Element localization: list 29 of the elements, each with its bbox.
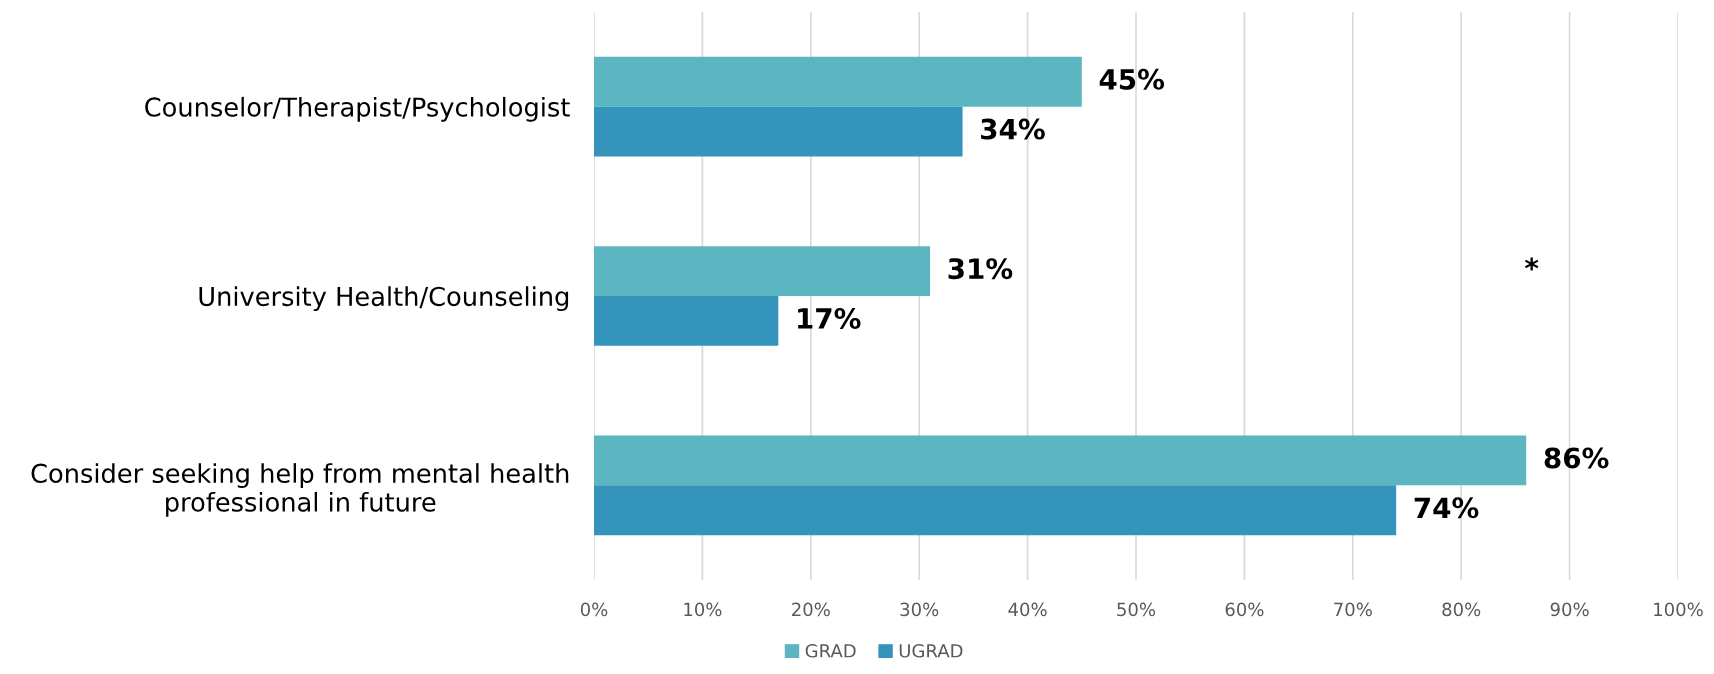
bar bbox=[594, 56, 1082, 107]
data-label: 34% bbox=[981, 118, 1045, 140]
legend-label: UGRAD bbox=[899, 643, 963, 658]
x-tick-label: 20% bbox=[792, 602, 830, 617]
legend-label: GRAD bbox=[805, 643, 856, 658]
x-tick-label: 40% bbox=[1008, 602, 1047, 617]
x-tick-label: 90% bbox=[1550, 602, 1589, 617]
x-tick-label: 60% bbox=[1225, 602, 1264, 617]
data-label: 74% bbox=[1414, 497, 1479, 519]
x-tick-label: 50% bbox=[1117, 602, 1156, 617]
x-tick-label: 70% bbox=[1334, 602, 1372, 617]
data-label: 45% bbox=[1099, 68, 1165, 90]
bar bbox=[594, 435, 1527, 486]
bar bbox=[594, 106, 963, 157]
y-tick-label: Counselor/Therapist/Psychologist bbox=[145, 96, 570, 122]
data-label: 17% bbox=[798, 307, 861, 329]
bar bbox=[594, 296, 779, 346]
bar bbox=[594, 246, 931, 296]
data-label: 31% bbox=[948, 258, 1013, 280]
data-label: 86% bbox=[1544, 447, 1609, 469]
x-tick-label: 80% bbox=[1442, 602, 1481, 617]
annotation: * bbox=[1524, 257, 1539, 271]
bar bbox=[594, 485, 1397, 536]
x-tick-label: 0% bbox=[580, 602, 608, 617]
y-tick-label: University Health/Counseling bbox=[199, 286, 569, 312]
x-tick-label: 100% bbox=[1654, 602, 1703, 617]
x-tick-label: 10% bbox=[684, 602, 722, 617]
x-tick-label: 30% bbox=[900, 602, 939, 617]
y-tick-label: Consider seeking help from mental health professional in future bbox=[31, 463, 569, 517]
